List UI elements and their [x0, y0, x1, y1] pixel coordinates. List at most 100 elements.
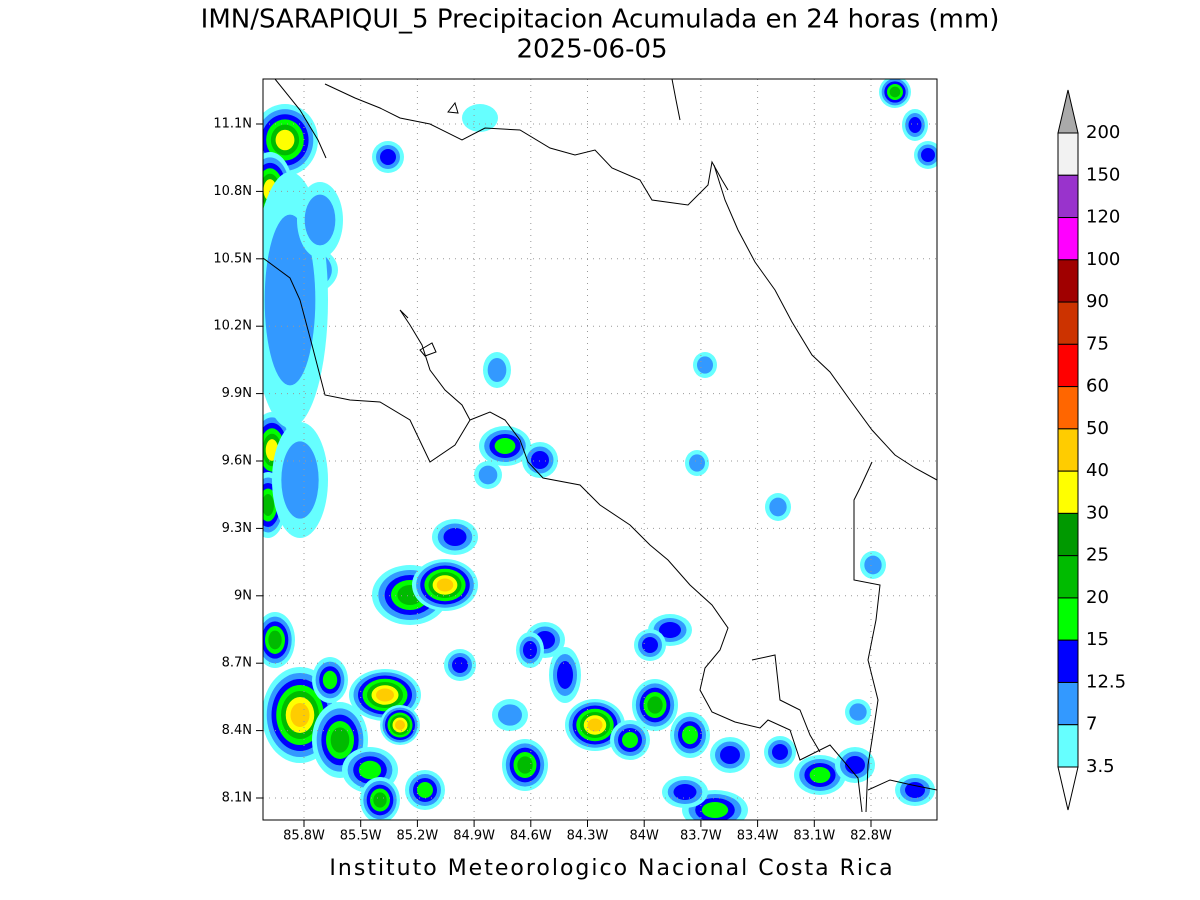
rain-cell [889, 86, 901, 98]
rain-cell [452, 657, 468, 673]
colorbar-label: 90 [1086, 291, 1109, 312]
rain-cell [864, 555, 882, 575]
colorbar-box [1057, 512, 1079, 557]
lon-tick-label: 83.1W [793, 829, 835, 844]
island [447, 101, 459, 114]
rain-cell [263, 494, 274, 516]
colorbar-box [1057, 470, 1079, 514]
rain-cell [498, 704, 522, 726]
lon-tick-label: 83.7W [680, 829, 722, 844]
rain-cell [380, 149, 396, 165]
rain-cell [487, 358, 507, 382]
coastline [867, 779, 937, 791]
colorbar-box [1057, 386, 1079, 430]
rain-cell [478, 465, 498, 485]
rain-cell [281, 441, 319, 519]
colorbar-box [1057, 597, 1079, 641]
map-area [263, 79, 937, 820]
rain-cell [373, 792, 387, 808]
border [853, 461, 881, 813]
colorbar-label: 50 [1086, 418, 1109, 439]
colorbar-box [1057, 217, 1079, 261]
lat-tick-label: 9.9N [222, 386, 252, 401]
colorbar-label: 150 [1086, 164, 1120, 185]
lake-shore [671, 79, 681, 121]
colorbar-box [1057, 132, 1079, 176]
rain-cell [417, 782, 433, 798]
border [324, 83, 729, 206]
lon-tick-label: 85.5W [340, 829, 382, 844]
rain-cell [395, 720, 405, 730]
colorbar: 200 150 120 100 90 75 60 50 40 30 25 20 15 12.5 7 3.5 [1057, 89, 1126, 811]
lon-tick-label: 84W [629, 829, 659, 844]
colorbar-label: 7 [1086, 714, 1097, 735]
rain-cell [673, 784, 697, 800]
rain-cell [642, 637, 658, 653]
rain-cell [921, 148, 935, 162]
coastline [469, 411, 863, 813]
rain-cell [494, 438, 516, 454]
rain-cell [443, 528, 467, 546]
lat-tick-label: 10.5N [213, 251, 252, 266]
rain-cell [275, 129, 295, 151]
rain-cell [659, 622, 681, 638]
colorbar-under [1057, 766, 1079, 811]
grid [263, 79, 937, 820]
precipitation-field [263, 79, 937, 820]
lon-tick-label: 82.8W [850, 829, 892, 844]
rain-cell [557, 661, 573, 689]
rain-cell [701, 802, 729, 818]
rain-cell [376, 688, 394, 702]
rain-cell [769, 497, 787, 517]
colorbar-box [1057, 681, 1079, 726]
colorbar-box [1057, 301, 1079, 345]
rain-cell [908, 117, 922, 133]
colorbar-label: 25 [1086, 545, 1109, 566]
rain-cell [358, 760, 382, 780]
rain-cell [587, 718, 603, 732]
colorbar-label: 12.5 [1086, 671, 1126, 692]
lat-tick-label: 10.2N [213, 319, 252, 334]
lat-tick-label: 10.8N [213, 184, 252, 199]
coastlines [263, 79, 937, 813]
lon-tick-label: 84.3W [567, 829, 609, 844]
colorbar-label: 120 [1086, 207, 1120, 228]
rain-cell [264, 214, 316, 386]
colorbar-box [1057, 343, 1079, 388]
rain-cell [682, 725, 698, 745]
colorbar-label: 100 [1086, 249, 1120, 270]
colorbar-box [1057, 724, 1079, 768]
rain-cell [517, 756, 533, 774]
colorbar-over [1057, 89, 1079, 134]
rain-cell [304, 194, 336, 246]
lon-tick-label: 84.9W [453, 829, 495, 844]
colorbar-box [1057, 639, 1079, 683]
rain-cell [290, 703, 310, 727]
rain-cell [531, 451, 549, 469]
coastline [274, 79, 327, 159]
colorbar-label: 40 [1086, 460, 1109, 481]
lon-tick-label: 85.2W [396, 829, 438, 844]
rain-cell [849, 703, 867, 721]
colorbar-label: 20 [1086, 587, 1109, 608]
rain-cell [462, 104, 498, 132]
colorbar-box [1057, 259, 1079, 303]
rain-cell [772, 744, 788, 760]
rain-cell [647, 696, 663, 714]
colorbar-label: 30 [1086, 502, 1109, 523]
rain-cell [809, 767, 831, 783]
colorbar-label: 200 [1086, 122, 1120, 143]
colorbar-label: 3.5 [1086, 756, 1115, 777]
coastline [751, 654, 821, 753]
rain-cell [905, 782, 925, 798]
title: IMN/SARAPIQUI_5 Precipitacion Acumulada … [201, 5, 1000, 35]
colorbar-box [1057, 174, 1079, 219]
colorbar-box [1057, 555, 1079, 599]
rain-cell [845, 756, 865, 774]
axis-ticks: 11.1N 10.8N 10.5N 10.2N 9.9N 9.6N 9.3N 9N 8.7N 8.… [213, 117, 892, 844]
lat-tick-label: 9.6N [222, 454, 252, 469]
footer: Instituto Meteorologico Nacional Costa R… [329, 856, 894, 881]
lat-tick-label: 9.3N [222, 521, 252, 536]
coastline [263, 257, 471, 463]
lon-tick-label: 85.8W [283, 829, 325, 844]
